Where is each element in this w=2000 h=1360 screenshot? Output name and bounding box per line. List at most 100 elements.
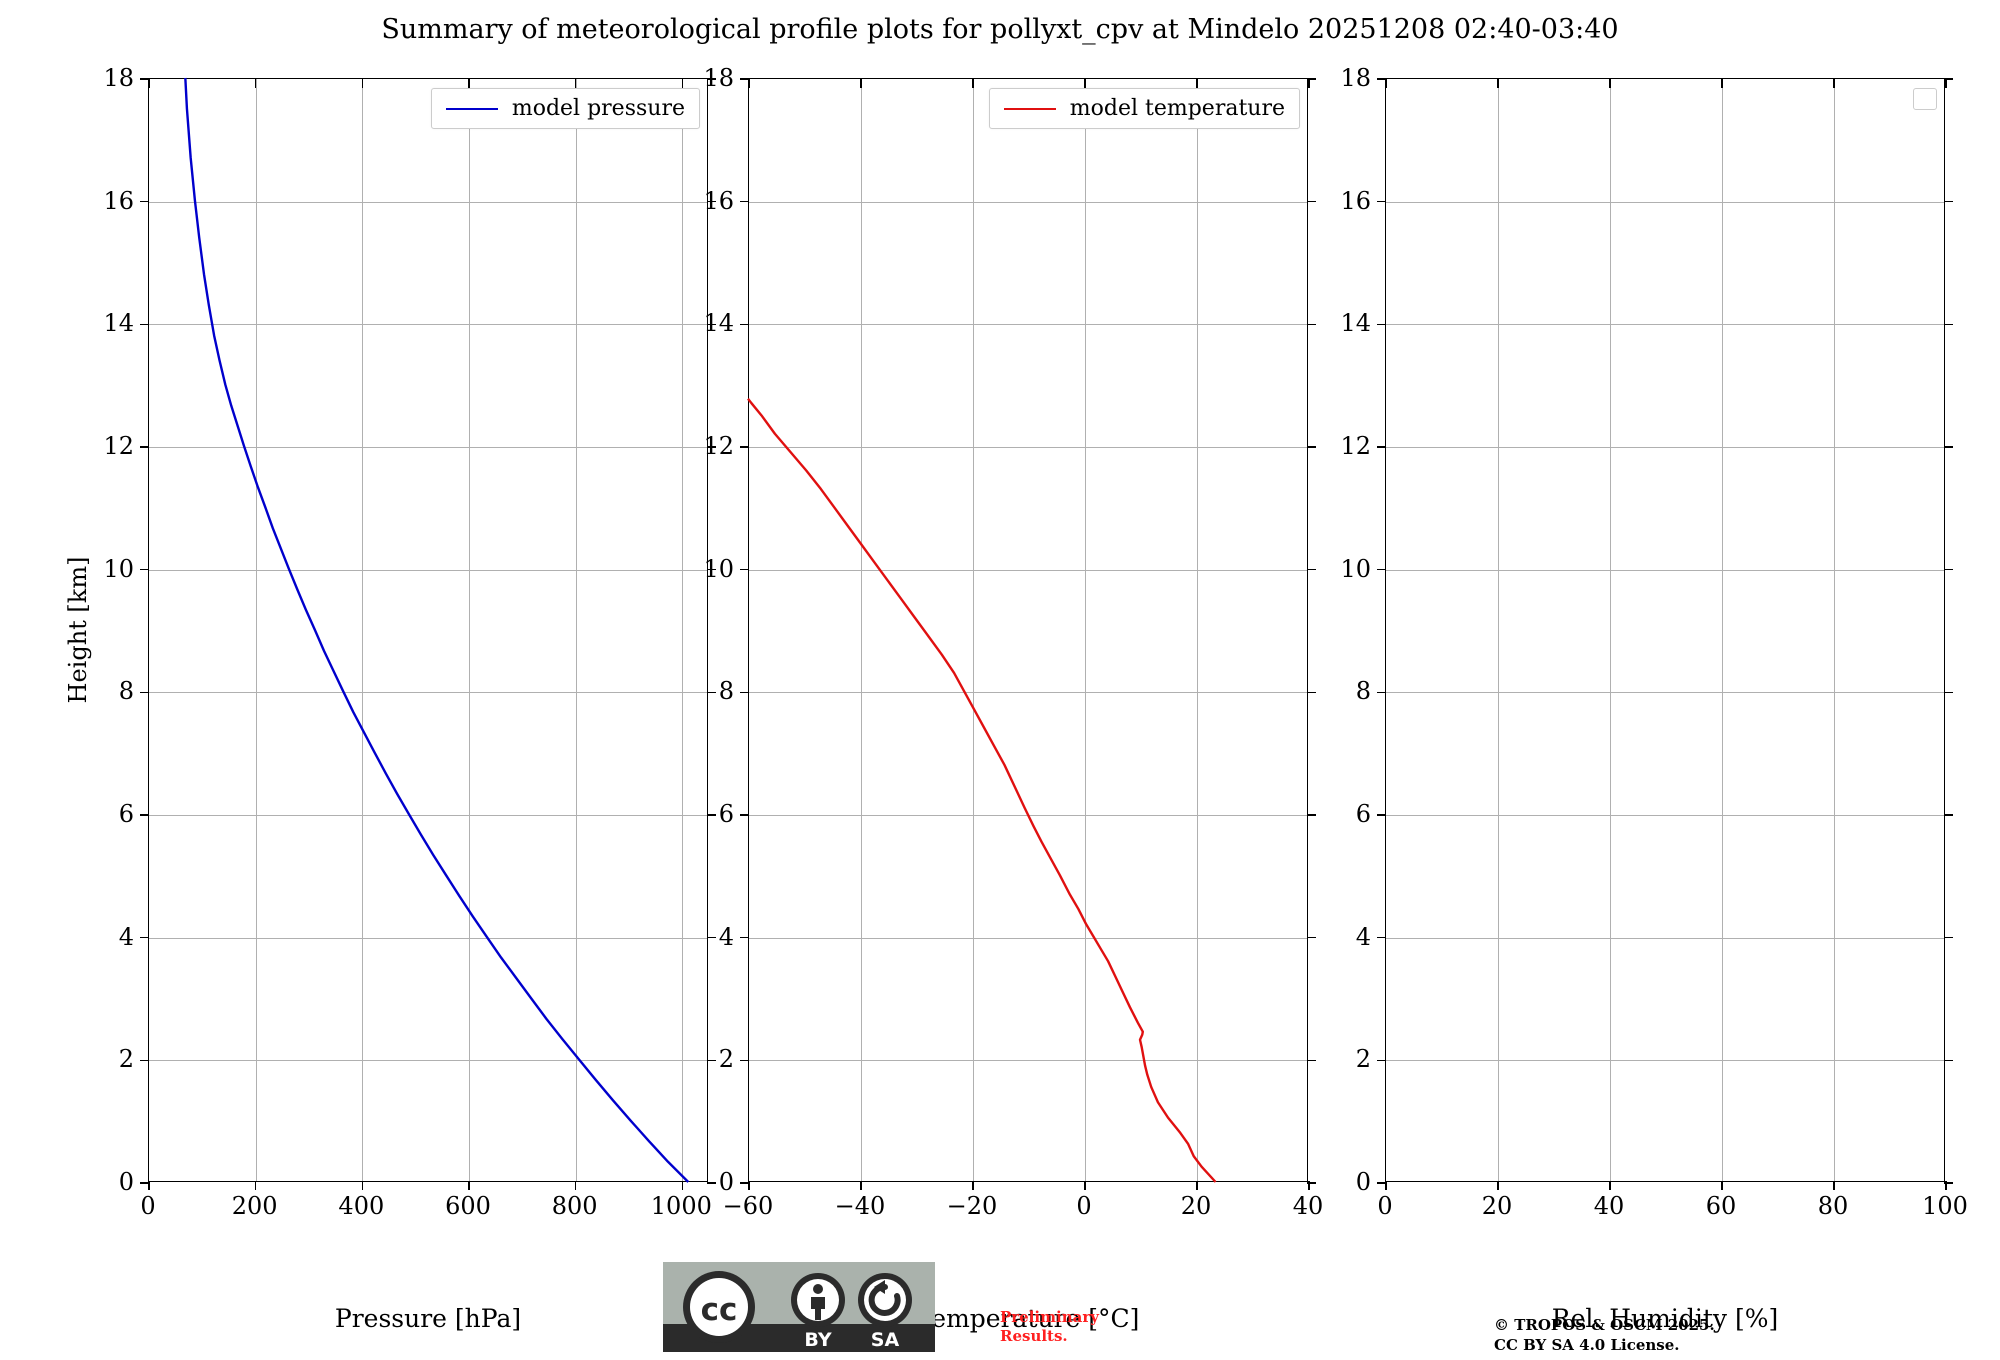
gridline-vertical bbox=[1085, 79, 1086, 1181]
legend-label-pressure: model pressure bbox=[511, 96, 685, 121]
copyright-note: © TROPOS & OSCM 2025. CC BY SA 4.0 Licen… bbox=[1494, 1316, 1715, 1355]
y-tick-right bbox=[1944, 200, 1953, 203]
x-tick-label: 400 bbox=[338, 1192, 385, 1220]
copyright-line-2: CC BY SA 4.0 License. bbox=[1494, 1335, 1680, 1354]
x-tick-label: 800 bbox=[551, 1192, 598, 1220]
x-axis-title-pressure: Pressure [hPa] bbox=[334, 1304, 522, 1333]
svg-text:cc: cc bbox=[701, 1292, 738, 1328]
x-axis-title-humidity: Rel. Humidity [%] bbox=[1551, 1304, 1779, 1333]
x-tick-label: −40 bbox=[834, 1192, 886, 1220]
y-tick-right bbox=[707, 323, 716, 326]
series-line-model-pressure bbox=[184, 77, 690, 1183]
y-tick-right bbox=[1307, 1059, 1316, 1062]
y-tick-right bbox=[1307, 814, 1316, 816]
y-tick-label: 10 bbox=[703, 554, 734, 583]
gridline-horizontal bbox=[149, 692, 707, 694]
preliminary-line-1: Preliminary bbox=[1000, 1308, 1099, 1326]
y-tick-right bbox=[1944, 936, 1953, 939]
gridline-vertical bbox=[469, 79, 470, 1181]
y-tick-label: 16 bbox=[703, 186, 734, 215]
x-tick bbox=[1833, 1181, 1835, 1190]
y-tick-label: 14 bbox=[703, 309, 734, 338]
y-tick bbox=[1377, 936, 1386, 939]
y-tick-right bbox=[707, 1182, 716, 1184]
x-tick-label: 0 bbox=[1377, 1192, 1393, 1220]
gridline-horizontal bbox=[149, 201, 707, 203]
y-tick bbox=[140, 323, 149, 326]
legend-line-temperature bbox=[1003, 107, 1056, 110]
x-tick-label: 20 bbox=[1180, 1192, 1212, 1220]
x-tick bbox=[1945, 1181, 1947, 1190]
y-tick-label: 12 bbox=[1340, 432, 1371, 460]
y-tick-label: 0 bbox=[1355, 1168, 1371, 1196]
page-title: Summary of meteorological profile plots … bbox=[381, 14, 1619, 45]
y-tick bbox=[140, 814, 149, 816]
x-tick bbox=[254, 1181, 257, 1190]
x-tick-label: 1000 bbox=[650, 1192, 712, 1220]
y-tick bbox=[1377, 814, 1386, 816]
y-tick-right bbox=[1307, 691, 1316, 694]
gridline-vertical bbox=[682, 79, 684, 1181]
legend-line-pressure bbox=[445, 107, 498, 110]
y-tick-label: 14 bbox=[1340, 309, 1371, 338]
panel-humidity: Rel. Humidity [%] bbox=[1377, 78, 1953, 1333]
y-tick bbox=[1377, 1059, 1386, 1062]
y-tick bbox=[740, 200, 749, 203]
legend-label-temperature: model temperature bbox=[1069, 96, 1285, 121]
x-tick bbox=[1196, 1181, 1198, 1190]
gridline-horizontal bbox=[749, 569, 1307, 571]
y-tick bbox=[1377, 323, 1386, 326]
y-tick-right bbox=[1307, 78, 1316, 80]
gridline-vertical bbox=[255, 79, 257, 1181]
y-tick bbox=[1377, 78, 1386, 80]
gridline-horizontal bbox=[749, 692, 1307, 694]
y-tick bbox=[140, 936, 149, 939]
gridline-vertical bbox=[1197, 79, 1198, 1181]
y-tick bbox=[740, 691, 749, 694]
x-tick-label: 40 bbox=[1292, 1192, 1324, 1220]
preliminary-results-note: Preliminary Results. bbox=[1000, 1308, 1099, 1346]
y-tick-right bbox=[707, 814, 716, 816]
x-tick-top bbox=[1385, 79, 1387, 88]
x-tick-label: 600 bbox=[445, 1192, 491, 1220]
y-tick-label: 6 bbox=[118, 800, 134, 828]
y-tick-label: 8 bbox=[118, 677, 134, 706]
y-tick-right bbox=[1307, 200, 1316, 203]
y-tick bbox=[740, 446, 749, 448]
y-tick-right bbox=[707, 200, 716, 203]
x-tick-top bbox=[1721, 79, 1723, 88]
y-tick-label: 0 bbox=[718, 1168, 734, 1196]
y-tick-right bbox=[707, 691, 716, 694]
gridline-vertical bbox=[973, 79, 974, 1181]
preliminary-line-2: Results. bbox=[1000, 1326, 1068, 1345]
legend-humidity-empty[interactable] bbox=[1913, 88, 1937, 110]
y-tick bbox=[740, 323, 749, 326]
y-tick bbox=[140, 78, 149, 80]
gridline-vertical bbox=[1498, 79, 1499, 1181]
y-tick-label: 14 bbox=[103, 309, 134, 338]
y-tick bbox=[140, 446, 149, 448]
x-tick-top bbox=[1497, 79, 1499, 88]
y-tick-label: 12 bbox=[703, 432, 734, 460]
gridline-horizontal bbox=[149, 569, 707, 571]
y-tick-right bbox=[707, 1059, 716, 1062]
x-tick-label: 60 bbox=[1705, 1192, 1737, 1220]
y-tick-label: 18 bbox=[1340, 64, 1371, 92]
x-tick bbox=[1497, 1181, 1499, 1190]
legend-pressure[interactable]: model pressure bbox=[430, 88, 700, 129]
x-tick bbox=[1721, 1181, 1723, 1190]
x-tick bbox=[1609, 1181, 1611, 1190]
y-tick-right bbox=[1944, 1182, 1953, 1184]
y-tick bbox=[740, 936, 749, 939]
y-tick-label: 16 bbox=[1340, 186, 1371, 215]
plot-area-temperature bbox=[740, 78, 1316, 1190]
y-tick-label: 18 bbox=[703, 64, 734, 92]
x-tick-top bbox=[972, 79, 974, 88]
legend-temperature[interactable]: model temperature bbox=[988, 88, 1300, 129]
x-tick-top bbox=[468, 79, 470, 88]
gridline-horizontal bbox=[1386, 569, 1944, 571]
gridline-horizontal bbox=[749, 937, 1307, 939]
y-tick-right bbox=[1307, 1182, 1316, 1184]
y-tick bbox=[140, 1059, 149, 1062]
